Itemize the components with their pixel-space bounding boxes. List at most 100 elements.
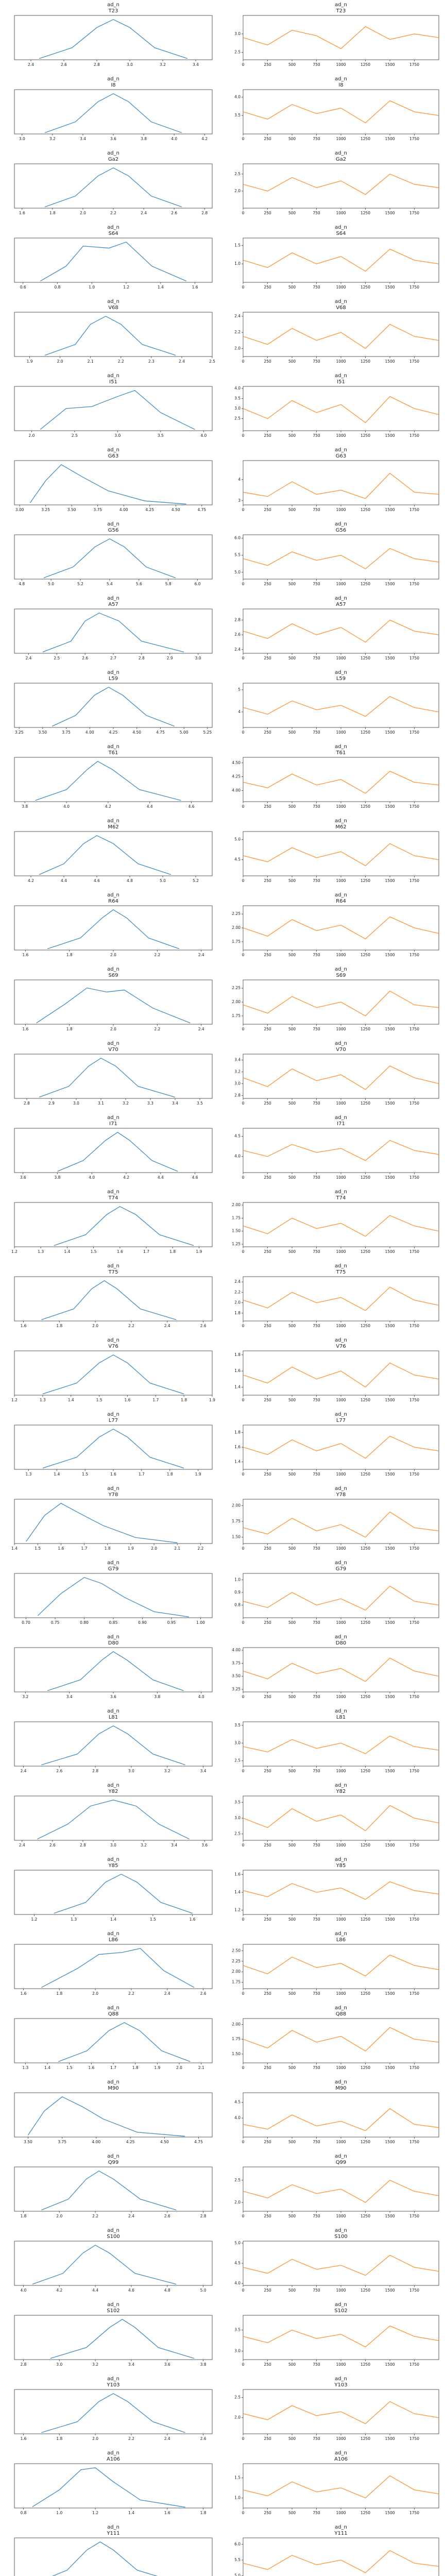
x-tick-label: 2.1: [88, 359, 94, 364]
data-line: [42, 1429, 184, 1469]
x-tick-label: 1750: [409, 1917, 419, 1922]
panel-subtitle: Y78: [336, 1492, 346, 1498]
y-tick-label: 2.00: [232, 2022, 241, 2026]
x-tick-label: 250: [264, 137, 271, 141]
panel-subtitle: T23: [336, 8, 346, 14]
x-tick-label: 1.5: [35, 1546, 41, 1551]
axes-frame: [14, 386, 213, 431]
data-line: [27, 2096, 185, 2137]
x-tick-label: 1000: [336, 953, 346, 957]
x-tick-label: 1250: [361, 730, 370, 735]
y-tick-label: 4.5: [234, 2099, 241, 2104]
y-tick-label: 2.5: [234, 1832, 241, 1836]
panel-title: ad_n: [107, 1783, 119, 1788]
x-tick-label: 2.2: [110, 211, 116, 215]
x-tick-label: 2.8: [20, 2362, 26, 2367]
axes-frame: [14, 2537, 213, 2576]
panel-title: ad_n: [335, 818, 347, 824]
x-tick-label: 2.6: [56, 1769, 62, 1773]
x-tick-label: 1250: [361, 2214, 370, 2218]
x-tick-label: 500: [288, 1620, 296, 1625]
y-tick-label: 5.5: [234, 553, 241, 557]
x-tick-label: 2.3: [148, 359, 155, 364]
x-tick-label: 2.6: [200, 1324, 207, 1328]
panel-title: ad_n: [107, 1560, 119, 1566]
data-line: [43, 538, 176, 579]
y-tick-label: 2.00: [232, 925, 241, 930]
x-tick-label: 1500: [385, 730, 395, 735]
x-tick-label: 250: [264, 1917, 271, 1922]
data-line: [29, 464, 186, 505]
panel-subtitle: Q88: [336, 2011, 347, 2017]
panel-title: ad_n: [335, 2079, 347, 2085]
x-tick-label: 1500: [385, 359, 395, 364]
panel-subtitle: I8: [338, 82, 343, 88]
y-tick-label: 2.50: [232, 1948, 241, 1953]
y-tick-label: 5.0: [234, 2241, 241, 2245]
x-tick-label: 1000: [336, 1249, 346, 1254]
x-tick-label: 750: [313, 1991, 320, 1996]
x-tick-label: 250: [264, 507, 271, 512]
panel-subtitle: S64: [336, 231, 346, 236]
x-tick-label: 2.0: [151, 1546, 157, 1551]
x-tick-label: 1.8: [66, 1027, 73, 1031]
data-line: [243, 100, 439, 124]
x-tick-label: 1.4: [64, 1249, 70, 1254]
axes-frame: [243, 1870, 439, 1915]
x-tick-label: 0.8: [55, 285, 61, 290]
x-tick-label: 2.0: [56, 2214, 62, 2218]
axes-frame: [14, 1276, 213, 1321]
y-tick-label: 2.25: [232, 1959, 241, 1963]
x-tick-label: 2.1: [174, 1546, 180, 1551]
x-tick-label: 1500: [385, 1694, 395, 1699]
x-tick-label: 4.8: [19, 582, 25, 586]
x-tick-label: 4.75: [197, 507, 206, 512]
x-tick-label: 1750: [409, 953, 419, 957]
y-tick-label: 2.2: [234, 1290, 241, 1294]
axes-frame: [243, 1276, 439, 1321]
y-tick-label: 6.0: [234, 2541, 241, 2546]
x-tick-label: 500: [288, 1398, 296, 1402]
x-tick-label: 2.0: [80, 211, 86, 215]
x-tick-label: 4.0: [63, 804, 70, 809]
y-tick-label: 1.0: [234, 261, 241, 266]
x-tick-label: 0: [242, 1324, 245, 1328]
x-tick-label: 1750: [409, 433, 419, 438]
x-tick-label: 1500: [385, 137, 395, 141]
x-tick-label: 1.8: [169, 1249, 176, 1254]
panel-subtitle: L86: [336, 1937, 346, 1943]
y-tick-label: 2.4: [234, 1279, 241, 1284]
x-tick-label: 500: [288, 2362, 296, 2367]
y-tick-label: 1.4: [234, 1890, 241, 1894]
x-tick-label: 1500: [385, 1546, 395, 1551]
x-tick-label: 1500: [385, 804, 395, 809]
y-tick-label: 2.25: [232, 986, 241, 990]
x-tick-label: 4.0: [198, 1694, 204, 1699]
x-tick-label: 1.6: [22, 953, 28, 957]
axes-frame: [243, 89, 439, 134]
x-tick-label: 2.0: [28, 433, 35, 438]
x-tick-label: 3.00: [15, 507, 24, 512]
panel-title: ad_n: [335, 1412, 347, 1417]
x-tick-label: 4.6: [94, 878, 100, 883]
panel-subtitle: S100: [334, 2234, 347, 2240]
panel-title: ad_n: [335, 1115, 347, 1121]
x-tick-label: 2.0: [92, 1324, 98, 1328]
x-tick-label: 1750: [409, 730, 419, 735]
panel-subtitle: S69: [108, 973, 118, 978]
x-tick-label: 4.25: [145, 507, 154, 512]
axes-frame: [14, 1425, 213, 1470]
x-tick-label: 1.2: [11, 1398, 18, 1402]
x-tick-label: 1000: [336, 582, 346, 586]
y-tick-label: 2.00: [232, 999, 241, 1004]
x-tick-label: 500: [288, 1101, 296, 1106]
x-tick-label: 1.3: [40, 1398, 46, 1402]
x-tick-label: 2.9: [167, 656, 173, 660]
x-tick-label: 1250: [361, 582, 370, 586]
y-tick-label: 2.0: [234, 1300, 241, 1305]
panel-subtitle: Y82: [336, 1789, 346, 1794]
x-tick-label: 750: [313, 953, 320, 957]
panel-subtitle: V68: [336, 305, 346, 311]
y-tick-label: 1.75: [232, 1980, 241, 1985]
x-tick-label: 2.1: [198, 2065, 204, 2070]
